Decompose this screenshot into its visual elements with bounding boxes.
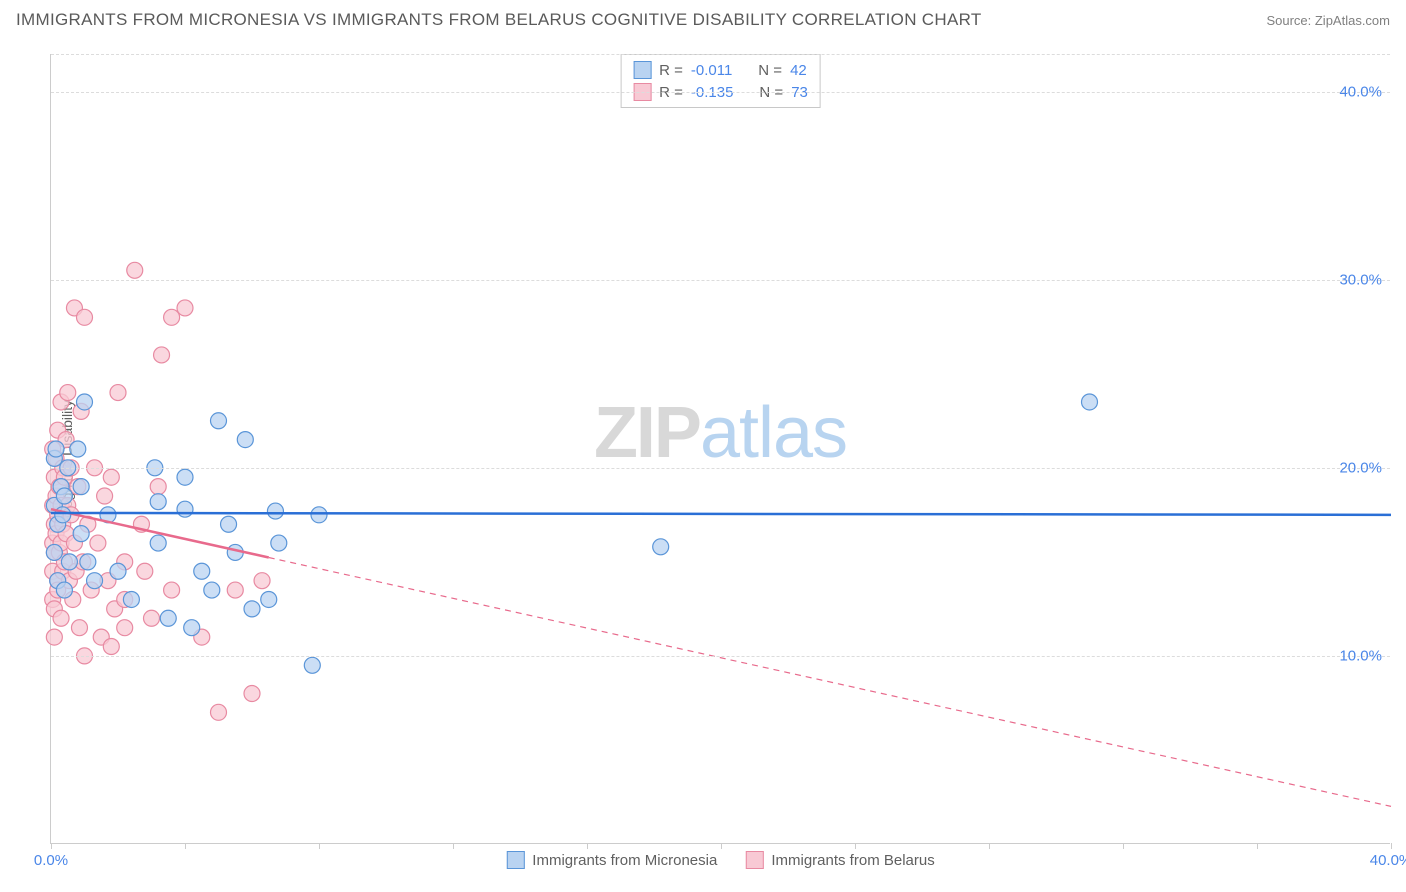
x-tick xyxy=(1123,843,1124,849)
trend-line-dashed xyxy=(269,557,1391,806)
legend-item-b: Immigrants from Belarus xyxy=(745,851,934,869)
data-point xyxy=(177,469,193,485)
gridline xyxy=(51,92,1390,93)
data-point xyxy=(97,488,113,504)
data-point xyxy=(164,582,180,598)
y-tick-label: 10.0% xyxy=(1339,647,1382,664)
gridline xyxy=(51,656,1390,657)
chart-container: Cognitive Disability ZIPatlas R = -0.011… xyxy=(0,36,1406,882)
data-point xyxy=(221,516,237,532)
plot-area: ZIPatlas R = -0.011 N = 42 R = -0.135 N … xyxy=(50,54,1390,844)
gridline xyxy=(51,280,1390,281)
data-point xyxy=(244,601,260,617)
data-point xyxy=(304,657,320,673)
data-point xyxy=(271,535,287,551)
data-point xyxy=(71,620,87,636)
data-point xyxy=(194,563,210,579)
swatch-icon xyxy=(506,851,524,869)
stats-row-a: R = -0.011 N = 42 xyxy=(633,59,808,81)
chart-title: IMMIGRANTS FROM MICRONESIA VS IMMIGRANTS… xyxy=(16,10,982,30)
x-tick xyxy=(1257,843,1258,849)
data-point xyxy=(164,309,180,325)
data-point xyxy=(77,394,93,410)
data-point xyxy=(61,554,77,570)
data-point xyxy=(123,591,139,607)
data-point xyxy=(137,563,153,579)
x-tick xyxy=(989,843,990,849)
data-point xyxy=(177,501,193,517)
data-point xyxy=(144,610,160,626)
x-tick xyxy=(185,843,186,849)
data-point xyxy=(311,507,327,523)
data-point xyxy=(227,582,243,598)
data-point xyxy=(77,309,93,325)
x-tick xyxy=(587,843,588,849)
y-tick-label: 20.0% xyxy=(1339,459,1382,476)
data-point xyxy=(117,620,133,636)
legend-label-a: Immigrants from Micronesia xyxy=(532,852,717,869)
data-point xyxy=(267,503,283,519)
y-tick-label: 40.0% xyxy=(1339,83,1382,100)
swatch-icon xyxy=(633,61,651,79)
data-point xyxy=(46,544,62,560)
x-tick xyxy=(721,843,722,849)
gridline xyxy=(51,468,1390,469)
data-point xyxy=(73,526,89,542)
bottom-legend: Immigrants from Micronesia Immigrants fr… xyxy=(506,851,934,869)
data-point xyxy=(110,563,126,579)
data-point xyxy=(127,262,143,278)
data-point xyxy=(103,639,119,655)
data-point xyxy=(244,686,260,702)
legend-label-b: Immigrants from Belarus xyxy=(771,852,934,869)
data-point xyxy=(160,610,176,626)
data-point xyxy=(55,507,71,523)
legend-item-a: Immigrants from Micronesia xyxy=(506,851,717,869)
data-point xyxy=(211,704,227,720)
data-point xyxy=(150,535,166,551)
data-point xyxy=(237,432,253,448)
chart-header: IMMIGRANTS FROM MICRONESIA VS IMMIGRANTS… xyxy=(0,0,1406,36)
data-point xyxy=(90,535,106,551)
data-point xyxy=(110,385,126,401)
x-tick-label: 40.0% xyxy=(1370,852,1406,869)
data-point xyxy=(48,441,64,457)
data-point xyxy=(184,620,200,636)
x-tick xyxy=(51,843,52,849)
data-point xyxy=(56,488,72,504)
data-point xyxy=(80,554,96,570)
data-point xyxy=(56,582,72,598)
swatch-icon xyxy=(745,851,763,869)
trend-line xyxy=(51,513,1391,515)
data-point xyxy=(150,479,166,495)
data-point xyxy=(254,573,270,589)
data-point xyxy=(150,494,166,510)
stats-legend-box: R = -0.011 N = 42 R = -0.135 N = 73 xyxy=(620,54,821,108)
chart-source: Source: ZipAtlas.com xyxy=(1266,13,1390,28)
plot-svg xyxy=(51,54,1390,843)
data-point xyxy=(154,347,170,363)
x-tick xyxy=(453,843,454,849)
data-point xyxy=(60,385,76,401)
data-point xyxy=(177,300,193,316)
y-tick-label: 30.0% xyxy=(1339,271,1382,288)
gridline xyxy=(51,54,1390,55)
data-point xyxy=(87,573,103,589)
x-tick xyxy=(1391,843,1392,849)
x-tick xyxy=(855,843,856,849)
data-point xyxy=(70,441,86,457)
data-point xyxy=(1082,394,1098,410)
data-point xyxy=(261,591,277,607)
x-tick xyxy=(319,843,320,849)
data-point xyxy=(53,610,69,626)
data-point xyxy=(211,413,227,429)
x-tick-label: 0.0% xyxy=(34,852,68,869)
data-point xyxy=(204,582,220,598)
data-point xyxy=(103,469,119,485)
data-point xyxy=(73,479,89,495)
data-point xyxy=(46,629,62,645)
data-point xyxy=(653,539,669,555)
